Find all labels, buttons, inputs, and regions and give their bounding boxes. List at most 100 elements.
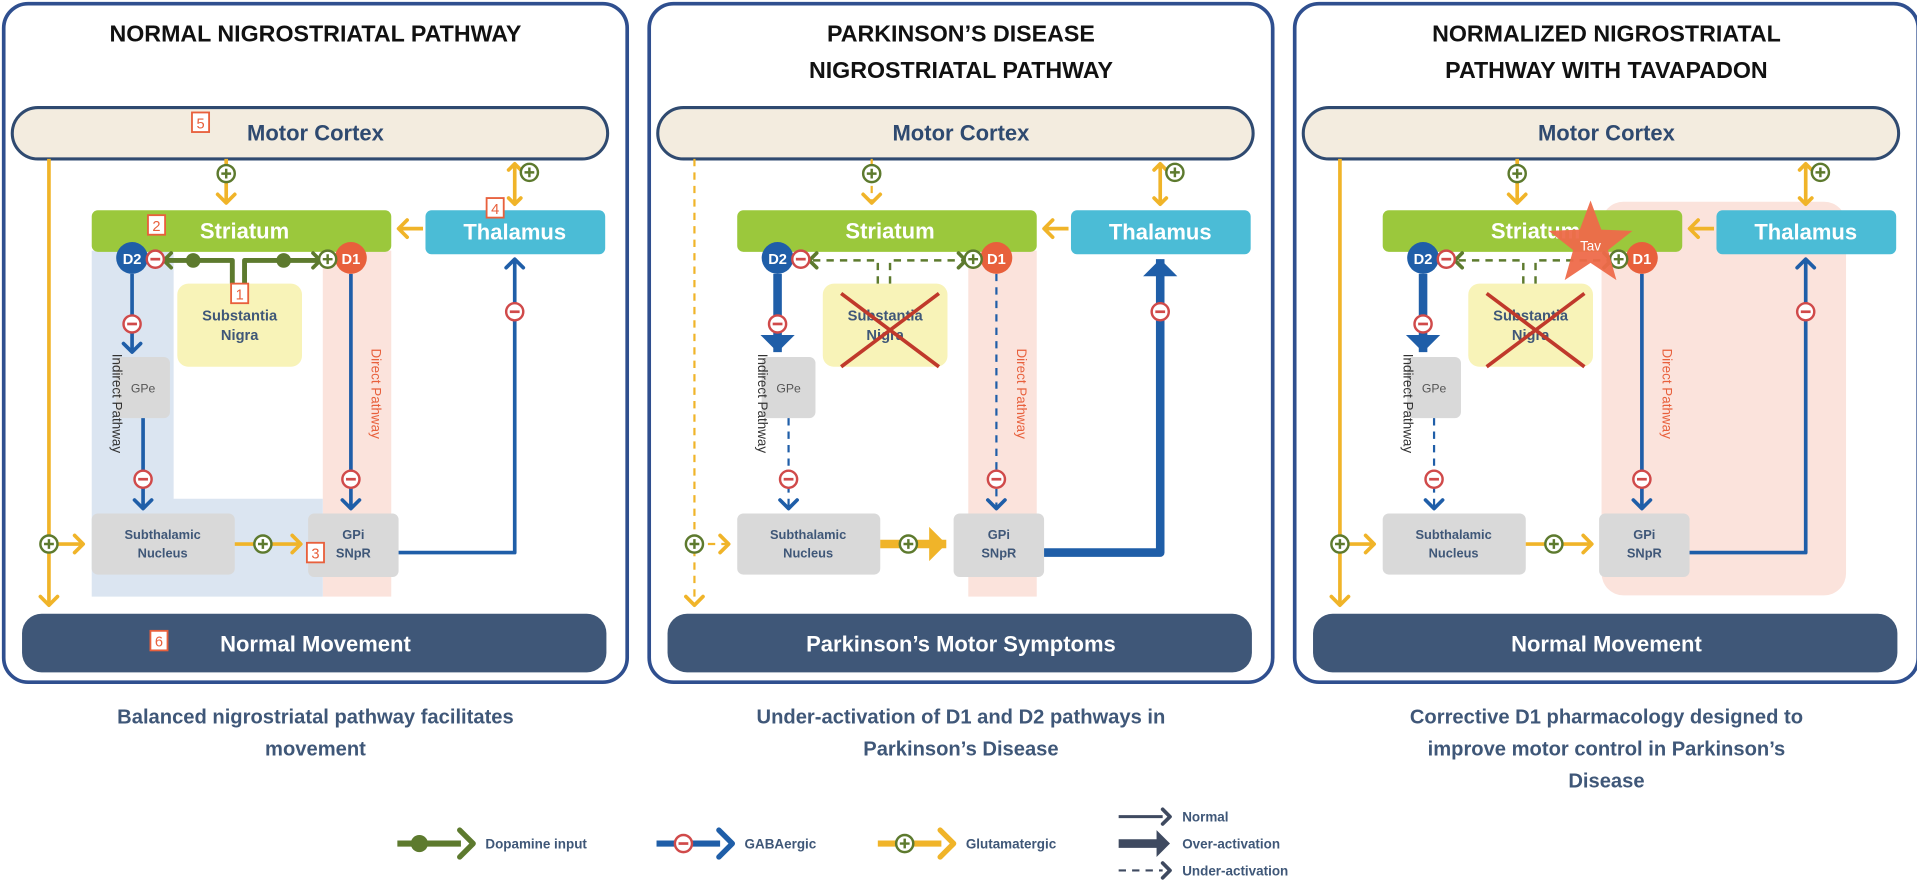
subthalamic-nucleus-box bbox=[737, 513, 881, 575]
panel-caption: Under-activation of D1 and D2 pathways i… bbox=[757, 707, 1166, 729]
d2-receptor bbox=[116, 242, 148, 274]
arrowhead bbox=[861, 192, 883, 205]
motor-cortex-label: Motor Cortex bbox=[1538, 121, 1676, 146]
excitatory-plus-icon bbox=[861, 163, 882, 184]
indirect-pathway-label: Indirect Pathway bbox=[1401, 354, 1416, 454]
panel-caption: Parkinson’s Disease bbox=[863, 739, 1058, 761]
striatum-box bbox=[91, 210, 392, 252]
inhibitory-minus-icon bbox=[341, 469, 361, 490]
tavapadon-star-icon bbox=[1548, 200, 1633, 281]
inhibitory-minus-icon bbox=[673, 833, 694, 854]
d2-label: D2 bbox=[123, 252, 142, 268]
panel-caption: Balanced nigrostriatal pathway facilitat… bbox=[117, 707, 514, 729]
excitatory-plus-icon bbox=[39, 534, 59, 554]
step-marker-1: 1 bbox=[236, 288, 244, 304]
thalamus-box bbox=[1716, 210, 1897, 255]
glutamate-excitatory-arrow-icon bbox=[877, 827, 957, 860]
plus-sign bbox=[1169, 167, 1180, 178]
step-marker-box bbox=[230, 282, 250, 305]
arrowhead bbox=[937, 827, 957, 860]
plus-sign bbox=[1548, 539, 1559, 549]
inhibitory-minus-icon bbox=[791, 249, 811, 269]
inhibitory-minus-icon bbox=[122, 314, 142, 334]
gpe-label: GPe bbox=[1422, 381, 1447, 395]
snpr-label: SNpR bbox=[1627, 545, 1662, 560]
arrowhead bbox=[1329, 594, 1351, 607]
motor-cortex-box bbox=[656, 106, 1255, 161]
d2-label: D2 bbox=[1414, 252, 1433, 268]
arrowhead bbox=[1423, 498, 1445, 511]
nigra-loss-cross-icon bbox=[840, 291, 941, 369]
step-marker-6: 6 bbox=[155, 635, 163, 651]
subthalamic-label: Nucleus bbox=[138, 545, 188, 560]
excitatory-plus-icon bbox=[684, 534, 705, 554]
dashed-arrow-icon bbox=[1118, 861, 1172, 880]
subthalamic-nucleus-box bbox=[91, 513, 235, 575]
excitatory-plus-icon bbox=[519, 162, 540, 183]
arrowhead bbox=[1363, 533, 1376, 555]
gpe-label: GPe bbox=[776, 381, 801, 395]
legend-label: GABAergic bbox=[745, 836, 817, 851]
panel-caption: improve motor control in Parkinson’s bbox=[1428, 739, 1786, 761]
panel-caption: movement bbox=[265, 739, 366, 761]
excitatory-plus-icon bbox=[1507, 163, 1527, 184]
arrowhead bbox=[340, 498, 362, 511]
substantia-nigra-label: Substantia bbox=[1493, 308, 1569, 324]
arrowhead bbox=[72, 533, 86, 555]
arrowhead bbox=[1156, 830, 1170, 857]
gpi-label: GPi bbox=[1633, 527, 1655, 542]
arrowhead bbox=[1042, 218, 1055, 240]
panel-caption: Corrective D1 pharmacology designed to bbox=[1410, 707, 1803, 729]
panel-1: NORMAL NIGROSTRIATAL PATHWAY Motor Cortex… bbox=[1, 1, 630, 761]
thalamus-box bbox=[425, 210, 606, 255]
subthalamic-nucleus-box bbox=[1382, 513, 1526, 575]
excitatory-plus-icon bbox=[1544, 534, 1564, 554]
gpe-label: GPe bbox=[131, 381, 156, 395]
arrowhead bbox=[684, 594, 705, 607]
inhibitory-minus-icon bbox=[504, 301, 525, 322]
motor-cortex-box bbox=[1301, 106, 1901, 161]
gpi-to-thalamus-arrow bbox=[1689, 259, 1808, 555]
arrowhead bbox=[929, 526, 947, 562]
d1-label: D1 bbox=[342, 252, 361, 268]
plus-sign bbox=[968, 254, 979, 265]
excitatory-plus-icon bbox=[1165, 162, 1185, 183]
step-marker-box bbox=[147, 214, 166, 236]
gpi-label: GPi bbox=[988, 527, 1010, 542]
arrowhead bbox=[718, 533, 731, 555]
plus-sign bbox=[1613, 254, 1624, 265]
thick-arrow-icon bbox=[1118, 830, 1170, 857]
inhibitory-minus-icon bbox=[1150, 301, 1170, 322]
arrowhead bbox=[506, 161, 523, 172]
motor-cortex-label: Motor Cortex bbox=[892, 121, 1030, 146]
excitatory-plus-icon bbox=[963, 249, 983, 269]
step-marker-5: 5 bbox=[196, 116, 204, 132]
excitatory-plus-icon bbox=[317, 249, 338, 269]
dopamine-dot bbox=[276, 253, 291, 268]
dopamine-to-d2-line bbox=[1452, 259, 1525, 284]
panel-frame bbox=[647, 1, 1275, 685]
substantia-nigra-label: Substantia bbox=[202, 308, 278, 324]
outcome-label: Normal Movement bbox=[220, 632, 411, 657]
arrowhead bbox=[38, 594, 60, 607]
direct-pathway-label: Direct Pathway bbox=[369, 348, 384, 439]
plus-sign bbox=[899, 838, 910, 849]
direct-pathway-label: Direct Pathway bbox=[1014, 348, 1029, 439]
plus-sign bbox=[524, 167, 535, 178]
excitatory-plus-icon bbox=[216, 163, 236, 184]
step-marker-box bbox=[305, 541, 325, 564]
arrowhead bbox=[1631, 498, 1653, 511]
arrowhead bbox=[1581, 533, 1594, 555]
gpi-snpr-box bbox=[953, 513, 1045, 578]
subthalamic-label: Subthalamic bbox=[770, 527, 846, 542]
arrowhead bbox=[132, 498, 154, 511]
excitatory-plus-icon bbox=[894, 833, 915, 854]
motor-cortex-box bbox=[10, 106, 610, 161]
plus-sign bbox=[689, 539, 700, 549]
step-marker-box bbox=[485, 197, 505, 219]
legend: Dopamine input GABAergic Glutamatergic Norm… bbox=[397, 807, 1288, 880]
gaba-inhibitory-arrow-icon bbox=[656, 827, 736, 860]
outcome-label: Normal Movement bbox=[1511, 632, 1702, 657]
plus-sign bbox=[1512, 168, 1523, 179]
inhibitory-minus-icon bbox=[767, 314, 788, 334]
